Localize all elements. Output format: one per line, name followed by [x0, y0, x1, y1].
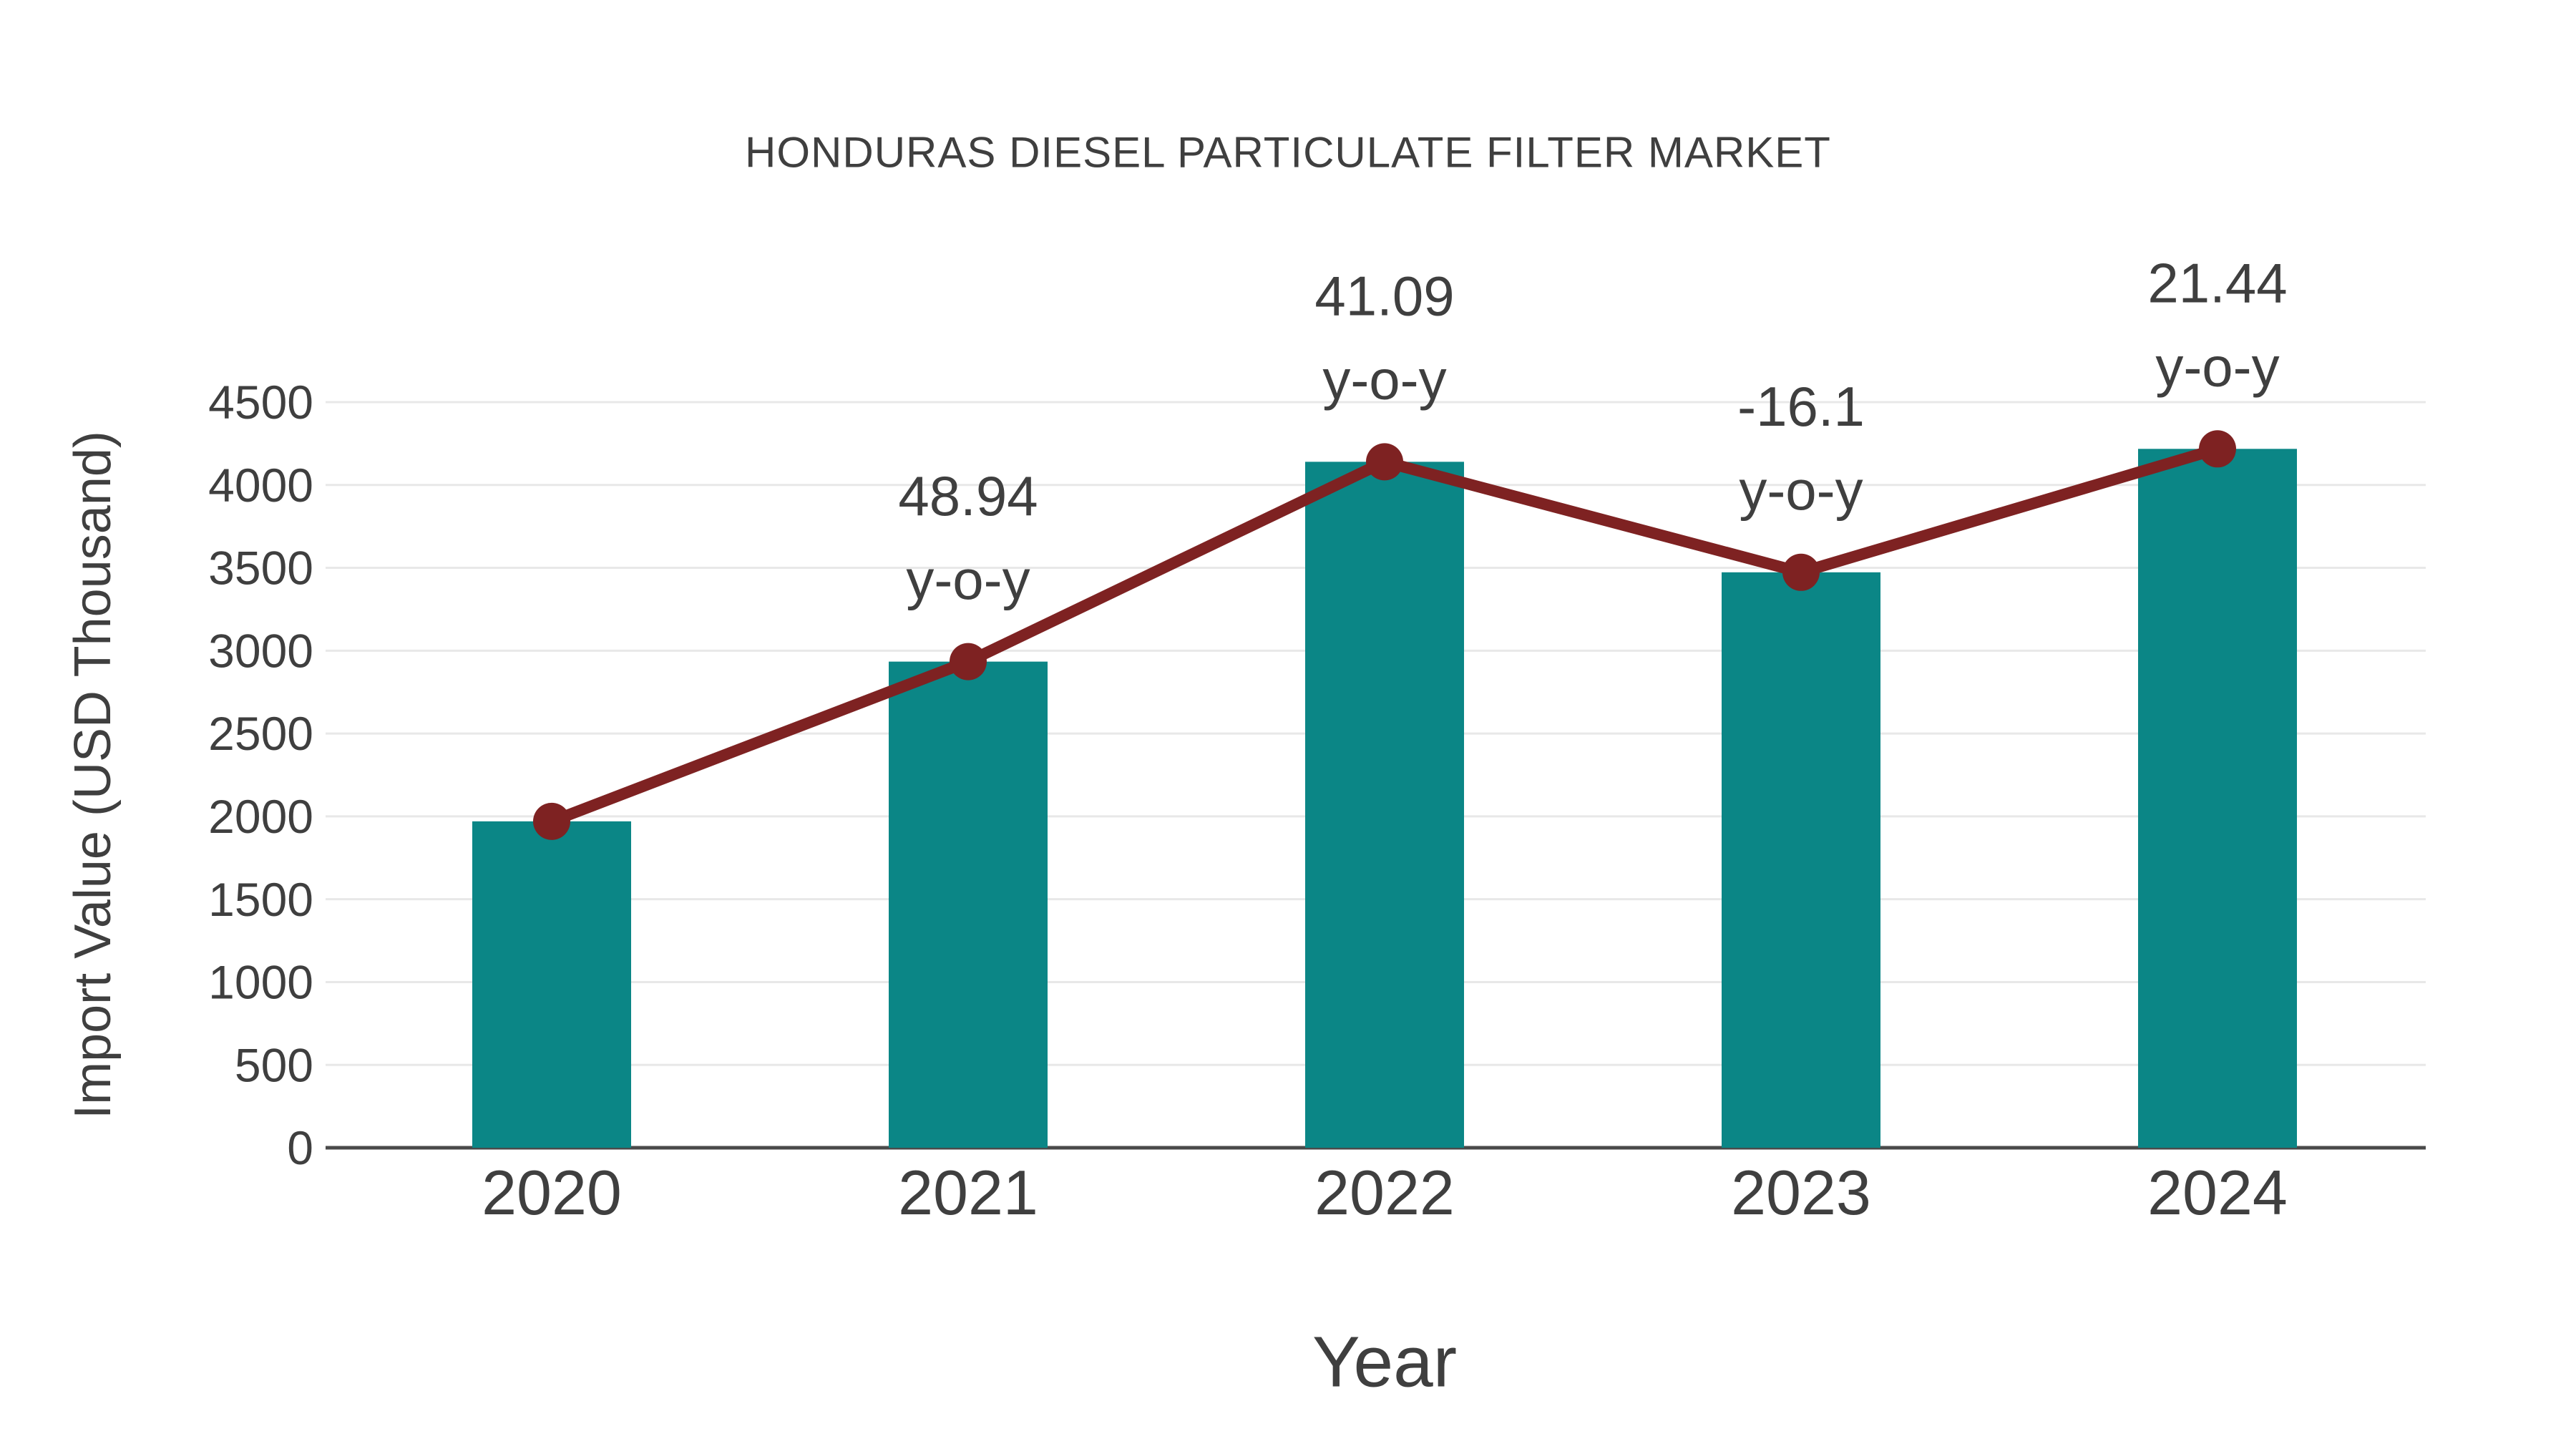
chart-title: HONDURAS DIESEL PARTICULATE FILTER MARKE… [745, 128, 1831, 177]
y-tick-label-0: 0 [287, 1121, 313, 1174]
bar-2023 [1722, 572, 1880, 1148]
annotation-value-2023: -16.1 [1737, 375, 1865, 438]
y-tick-label-500: 500 [235, 1038, 313, 1091]
y-tick-label-2500: 2500 [208, 707, 313, 760]
annotation-yoy-2024: y-o-y [2155, 336, 2279, 399]
y-tick-label-3500: 3500 [208, 542, 313, 595]
x-tick-label-2023: 2023 [1731, 1157, 1871, 1228]
x-tick-label-2024: 2024 [2147, 1157, 2288, 1228]
bar-2024 [2138, 449, 2297, 1148]
y-tick-label-1500: 1500 [208, 873, 313, 926]
bar-2022 [1305, 462, 1464, 1148]
y-tick-label-4000: 4000 [208, 459, 313, 512]
trend-marker-2021 [950, 643, 987, 680]
bar-2020 [472, 821, 631, 1148]
annotation-value-2024: 21.44 [2147, 252, 2287, 315]
y-tick-label-4500: 4500 [208, 376, 313, 429]
trend-marker-2023 [1782, 553, 1820, 591]
annotation-value-2021: 48.94 [898, 464, 1038, 527]
y-tick-label-2000: 2000 [208, 790, 313, 843]
annotation-yoy-2021: y-o-y [906, 548, 1030, 611]
annotation-yoy-2022: y-o-y [1322, 348, 1446, 411]
x-tick-label-2021: 2021 [898, 1157, 1038, 1228]
x-tick-label-2020: 2020 [482, 1157, 622, 1228]
y-tick-label-1000: 1000 [208, 956, 313, 1009]
x-axis-title: Year [1312, 1322, 1458, 1402]
trend-marker-2022 [1366, 443, 1403, 481]
annotation-yoy-2023: y-o-y [1739, 459, 1863, 522]
y-tick-label-3000: 3000 [208, 624, 313, 677]
x-tick-label-2022: 2022 [1314, 1157, 1455, 1228]
annotation-value-2022: 41.09 [1314, 265, 1454, 328]
trend-marker-2020 [533, 802, 570, 840]
bar-2021 [889, 661, 1048, 1148]
trend-marker-2024 [2199, 430, 2236, 468]
